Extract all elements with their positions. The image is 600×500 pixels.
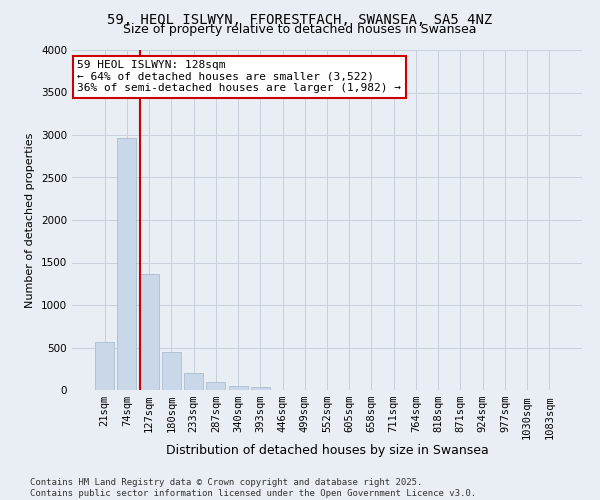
Bar [251,387,270,390]
Text: Contains HM Land Registry data © Crown copyright and database right 2025.
Contai: Contains HM Land Registry data © Crown c… [30,478,476,498]
Bar [140,274,158,390]
Bar [118,138,136,390]
X-axis label: Distribution of detached houses by size in Swansea: Distribution of detached houses by size … [166,444,488,457]
Bar [162,352,181,390]
Y-axis label: Number of detached properties: Number of detached properties [25,132,35,308]
Text: Size of property relative to detached houses in Swansea: Size of property relative to detached ho… [123,22,477,36]
Text: 59, HEOL ISLWYN, FFORESTFACH, SWANSEA, SA5 4NZ: 59, HEOL ISLWYN, FFORESTFACH, SWANSEA, S… [107,12,493,26]
Text: 59 HEOL ISLWYN: 128sqm
← 64% of detached houses are smaller (3,522)
36% of semi-: 59 HEOL ISLWYN: 128sqm ← 64% of detached… [77,60,401,94]
Bar [95,342,114,390]
Bar [184,373,203,390]
Bar [229,386,248,390]
Bar [206,382,225,390]
